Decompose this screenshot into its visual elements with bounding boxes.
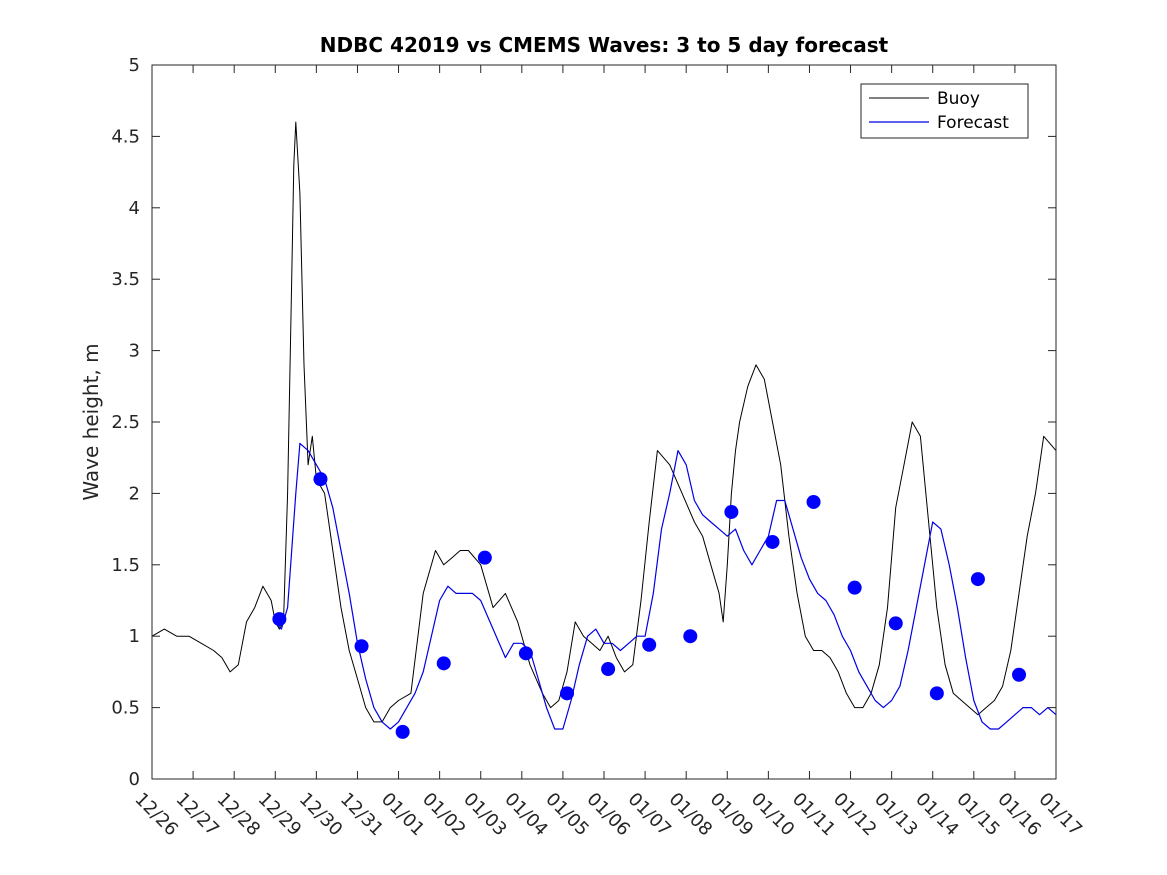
x-tick-label: 01/12: [829, 789, 881, 841]
forecast-marker: [683, 629, 698, 644]
x-tick-label: 12/27: [172, 789, 224, 841]
forecast-marker: [313, 472, 328, 487]
y-tick-label: 2: [129, 483, 140, 504]
y-tick-label: 3: [129, 341, 140, 362]
y-tick-label: 5: [129, 55, 140, 76]
forecast-line: [274, 442, 1057, 730]
x-tick-label: 12/31: [336, 789, 388, 841]
x-tick-label: 01/01: [377, 789, 429, 841]
legend-box: [860, 83, 1029, 139]
x-tick-label: 01/13: [870, 789, 922, 841]
chart-title: NDBC 42019 vs CMEMS Waves: 3 to 5 day fo…: [320, 33, 889, 57]
forecast-marker: [806, 494, 821, 509]
x-tick-label: 01/14: [911, 789, 963, 841]
x-tick-label: 01/09: [706, 789, 758, 841]
x-tick-label: 01/17: [1034, 789, 1086, 841]
forecast-marker: [354, 639, 369, 654]
forecast-marker: [601, 662, 616, 677]
x-tick-label: 01/16: [993, 789, 1045, 841]
x-tick-label: 12/30: [295, 789, 347, 841]
x-tick-label: 01/11: [788, 789, 840, 841]
y-tick-label: 2.5: [111, 412, 140, 433]
y-axis-label: Wave height, m: [79, 343, 103, 500]
x-tick-label: 12/28: [213, 789, 265, 841]
forecast-marker: [560, 686, 575, 701]
forecast-marker: [477, 550, 492, 565]
forecast-marker: [888, 616, 903, 631]
forecast-marker: [765, 534, 780, 549]
y-tick-label: 4: [129, 198, 140, 219]
forecast-marker: [1012, 667, 1027, 682]
forecast-marker: [642, 637, 657, 652]
y-tick-label: 4.5: [111, 126, 140, 147]
legend-forecast-label: Forecast: [937, 113, 1009, 133]
x-tick-label: 01/15: [952, 789, 1004, 841]
forecast-marker: [847, 580, 862, 595]
y-tick-label: 3.5: [111, 269, 140, 290]
legend-buoy-label: Buoy: [937, 89, 980, 109]
forecast-marker: [724, 504, 739, 519]
legend: Buoy Forecast: [860, 83, 1029, 139]
y-tick-label: 0: [129, 769, 140, 790]
x-tick-label: 12/29: [254, 789, 306, 841]
y-tick-label: 1.5: [111, 555, 140, 576]
buoy-line: [151, 121, 1057, 723]
x-tick-label: 01/04: [500, 789, 552, 841]
x-tick-label: 01/03: [459, 789, 511, 841]
x-tick-label: 01/08: [665, 789, 717, 841]
forecast-marker: [518, 646, 533, 661]
x-tick-label: 12/26: [130, 789, 182, 841]
x-tick-label: 01/07: [624, 789, 676, 841]
forecast-marker: [436, 656, 451, 671]
forecast-marker: [970, 572, 985, 587]
forecast-marker: [929, 686, 944, 701]
x-tick-label: 01/10: [747, 789, 799, 841]
y-tick-label: 1: [129, 626, 140, 647]
series-layer: [151, 121, 1057, 739]
y-tick-label: 0.5: [111, 698, 140, 719]
forecast-marker: [395, 724, 410, 739]
x-tick-label: 01/02: [418, 789, 470, 841]
x-tick-label: 01/06: [582, 789, 634, 841]
x-tick-label: 01/05: [541, 789, 593, 841]
forecast-marker: [272, 612, 287, 627]
